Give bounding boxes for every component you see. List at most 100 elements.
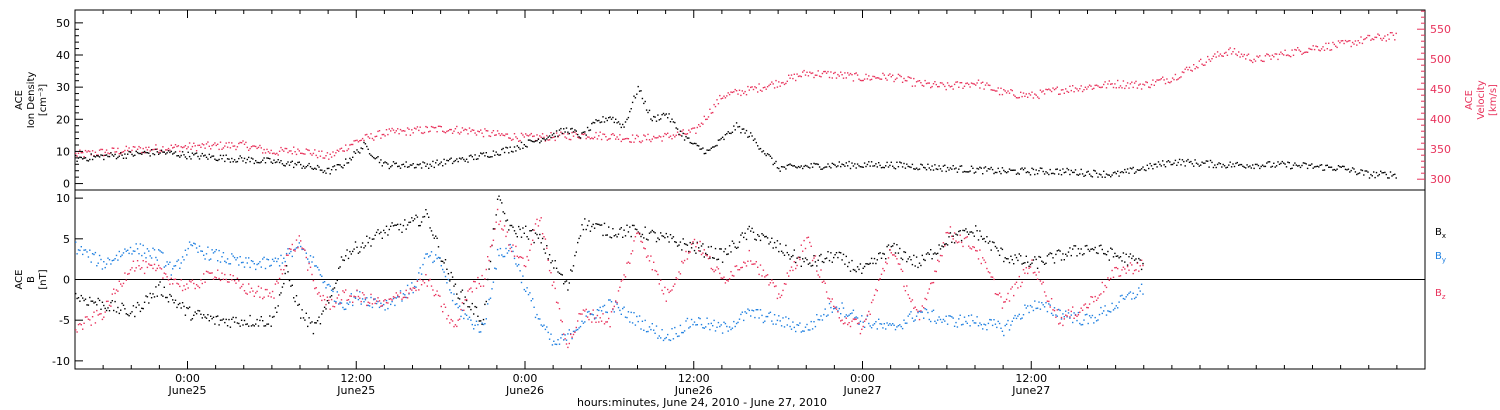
data-point — [990, 249, 992, 251]
data-point — [238, 264, 240, 266]
data-point — [831, 298, 833, 300]
data-point — [253, 263, 255, 265]
data-point — [270, 149, 272, 152]
data-point — [814, 163, 817, 165]
data-point — [595, 131, 597, 134]
data-point — [1375, 36, 1378, 39]
data-point — [1385, 173, 1387, 176]
data-point — [281, 286, 284, 288]
data-point — [1337, 165, 1340, 167]
data-point — [984, 166, 987, 168]
data-point — [848, 160, 850, 163]
data-point — [235, 282, 237, 284]
data-point — [350, 159, 352, 161]
data-point — [158, 151, 160, 154]
data-point — [457, 297, 459, 299]
data-point — [145, 261, 147, 263]
data-point — [558, 343, 561, 345]
data-point — [664, 114, 666, 116]
data-point — [1050, 90, 1053, 93]
data-point — [623, 274, 625, 276]
data-point — [233, 159, 236, 161]
data-point — [939, 318, 942, 321]
data-point — [264, 162, 267, 164]
data-point — [911, 317, 914, 319]
data-point — [485, 152, 487, 154]
data-point — [548, 269, 551, 272]
data-point — [835, 252, 838, 254]
data-point — [886, 245, 888, 248]
data-point — [383, 133, 385, 136]
data-point — [1065, 171, 1067, 173]
data-point — [263, 325, 265, 327]
data-point — [1107, 83, 1109, 85]
data-point — [478, 131, 480, 133]
data-point — [908, 297, 911, 299]
data-point — [1027, 272, 1029, 275]
data-point — [181, 146, 184, 149]
data-point — [785, 283, 787, 285]
data-point — [364, 134, 367, 136]
data-point — [600, 310, 603, 312]
data-point — [1101, 312, 1103, 315]
data-point — [1143, 84, 1146, 86]
data-point — [1218, 55, 1220, 57]
data-point — [1103, 310, 1105, 312]
data-point — [1013, 94, 1015, 96]
data-point — [200, 279, 202, 281]
data-point — [818, 166, 821, 168]
data-point — [572, 131, 575, 133]
data-point — [896, 258, 898, 260]
data-point — [771, 81, 773, 83]
data-point — [773, 241, 776, 244]
data-point — [1316, 165, 1319, 167]
data-point — [533, 306, 535, 308]
data-point — [463, 317, 465, 320]
data-point — [788, 164, 790, 166]
data-point — [138, 265, 140, 267]
data-point — [840, 165, 842, 168]
data-point — [1094, 295, 1096, 298]
data-point — [589, 313, 592, 316]
data-point — [225, 261, 227, 264]
data-point — [429, 130, 431, 132]
data-point — [977, 258, 980, 260]
data-point — [962, 245, 964, 248]
data-point — [499, 220, 502, 222]
data-point — [471, 323, 473, 326]
data-point — [969, 170, 971, 172]
data-point — [518, 225, 520, 228]
data-point — [357, 141, 360, 143]
data-point — [1043, 306, 1046, 308]
data-point — [184, 145, 187, 147]
data-point — [293, 249, 295, 251]
data-point — [692, 323, 694, 326]
data-point — [529, 134, 531, 136]
data-point — [339, 266, 341, 268]
data-point — [648, 232, 651, 234]
data-point — [574, 330, 576, 332]
data-point — [127, 273, 129, 275]
data-point — [676, 245, 679, 247]
data-point — [709, 255, 711, 258]
data-point — [903, 319, 905, 321]
data-point — [994, 171, 997, 174]
data-point — [1103, 291, 1105, 293]
data-point — [835, 77, 838, 79]
data-point — [307, 258, 309, 260]
data-point — [488, 298, 490, 301]
data-point — [1128, 87, 1130, 89]
data-point — [887, 166, 890, 168]
data-point — [1010, 324, 1012, 326]
data-point — [115, 289, 118, 291]
data-point — [520, 141, 523, 144]
data-point — [142, 244, 144, 247]
data-point — [754, 86, 756, 88]
data-point — [1236, 54, 1238, 57]
data-point — [118, 153, 120, 155]
data-point — [1185, 66, 1188, 69]
data-point — [1093, 169, 1095, 172]
data-point — [211, 249, 213, 251]
data-point — [98, 254, 101, 257]
data-point — [158, 284, 160, 286]
